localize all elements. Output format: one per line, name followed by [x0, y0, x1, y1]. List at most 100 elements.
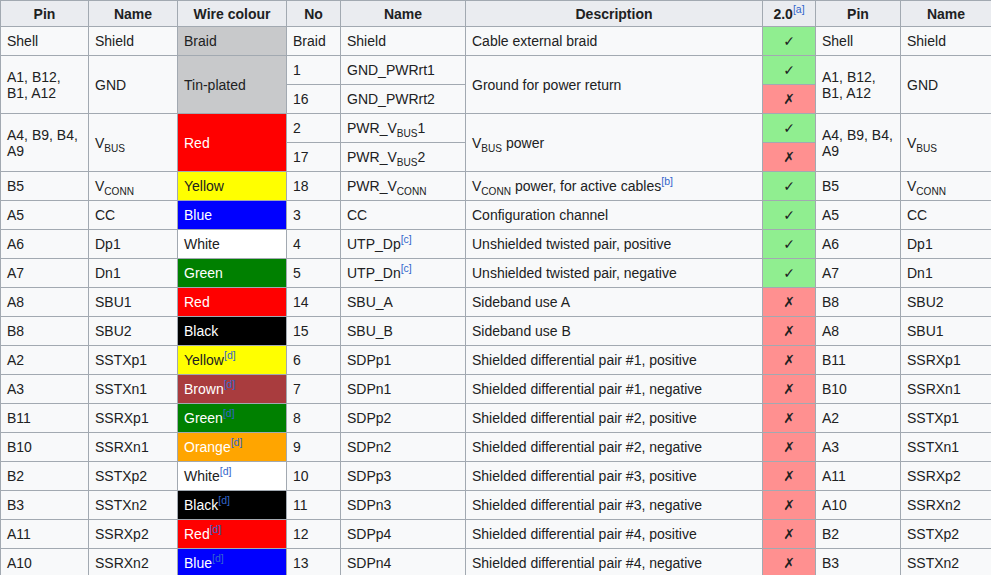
wire-no-cell: 4 [287, 230, 341, 259]
table-row-sbu2: B8 SBU2 Black 15 SBU_B Sideband use B ✗ … [1, 317, 991, 346]
cross-icon: ✗ [783, 294, 795, 310]
col-header-name: Name [89, 1, 178, 27]
check-icon: ✓ [783, 265, 795, 281]
wire-colour-label: Black [184, 323, 218, 339]
pin2-cell: A7 [816, 259, 901, 288]
wire-no-cell: 11 [287, 491, 341, 520]
signal-name-cell: PWR_VBUS1 [341, 114, 466, 143]
wire-colour-label: Black [184, 497, 218, 513]
wire-colour-label: Orange [184, 439, 231, 455]
pin-cell: B10 [1, 433, 89, 462]
description-cell: VCONN power, for active cables[b] [466, 172, 763, 201]
name3-cell: SBU2 [901, 288, 991, 317]
footnote-ref-a[interactable]: [a] [793, 3, 805, 15]
pin-cell: A2 [1, 346, 89, 375]
cross-icon: ✗ [783, 526, 795, 542]
usb20-cell: ✗ [763, 433, 816, 462]
usb20-cell: ✗ [763, 549, 816, 575]
footnote-ref-d[interactable]: [d] [224, 349, 236, 361]
pin2-cell: A5 [816, 201, 901, 230]
cross-icon: ✗ [783, 468, 795, 484]
wire-no-cell: 10 [287, 462, 341, 491]
signal-name-cell: SBU_A [341, 288, 466, 317]
wire-colour-cell: Tin-plated [178, 56, 287, 114]
pin2-cell: B2 [816, 520, 901, 549]
wire-no-cell: 9 [287, 433, 341, 462]
footnote-ref-d[interactable]: [d] [224, 378, 236, 390]
check-icon: ✓ [783, 236, 795, 252]
table-row-gnd-1: A1, B12, B1, A12 GND Tin-plated 1 GND_PW… [1, 56, 991, 85]
wire-no-cell: 6 [287, 346, 341, 375]
wire-no-cell: 16 [287, 85, 341, 114]
pin2-cell: A8 [816, 317, 901, 346]
signal-name-cell: SBU_B [341, 317, 466, 346]
signal-name-cell: SDPp4 [341, 520, 466, 549]
description-cell: Shielded differential pair #1, positive [466, 346, 763, 375]
name3-cell: SSTXn1 [901, 433, 991, 462]
name3-cell: Dn1 [901, 259, 991, 288]
col-header-pin2: Pin [816, 1, 901, 27]
footnote-ref-d[interactable]: [d] [212, 552, 224, 564]
footnote-ref-d[interactable]: [d] [218, 494, 230, 506]
wire-colour-label: Braid [184, 33, 217, 49]
col-header-wire-colour: Wire colour [178, 1, 287, 27]
footnote-ref-d[interactable]: [d] [223, 407, 235, 419]
wire-colour-label: Yellow [184, 352, 224, 368]
wire-colour-cell: Green [178, 259, 287, 288]
table-row-sstxp1: A2 SSTXp1 Yellow[d] 6 SDPp1 Shielded dif… [1, 346, 991, 375]
footnote-ref-d[interactable]: [d] [210, 523, 222, 535]
col-header-usb20: 2.0[a] [763, 1, 816, 27]
table-row-dn1: A7 Dn1 Green 5 UTP_Dn[c] Unshielded twis… [1, 259, 991, 288]
description-cell: Sideband use A [466, 288, 763, 317]
description-cell: Unshielded twisted pair, negative [466, 259, 763, 288]
wire-colour-label: Tin-plated [184, 77, 246, 93]
footnote-ref-b[interactable]: [b] [661, 175, 673, 187]
table-row-sstxp2: B2 SSTXp2 White[d] 10 SDPp3 Shielded dif… [1, 462, 991, 491]
cross-icon: ✗ [783, 91, 795, 107]
wire-no-cell: 7 [287, 375, 341, 404]
wire-no-cell: 12 [287, 520, 341, 549]
name-cell: SSTXn1 [89, 375, 178, 404]
check-icon: ✓ [783, 120, 795, 136]
name3-cell: SSTXp1 [901, 404, 991, 433]
usb20-cell: ✗ [763, 85, 816, 114]
description-cell: Unshielded twisted pair, positive [466, 230, 763, 259]
table-row-vconn: B5 VCONN Yellow 18 PWR_VCONN VCONN power… [1, 172, 991, 201]
cross-icon: ✗ [783, 555, 795, 571]
name3-cell: GND [901, 56, 991, 114]
description-cell: Shielded differential pair #4, negative [466, 549, 763, 575]
table-row-sstxn1: A3 SSTXn1 Brown[d] 7 SDPn1 Shielded diff… [1, 375, 991, 404]
footnote-ref-d[interactable]: [d] [231, 436, 243, 448]
usb20-cell: ✗ [763, 462, 816, 491]
footnote-ref-d[interactable]: [d] [220, 465, 232, 477]
cross-icon: ✗ [783, 381, 795, 397]
header-row: Pin Name Wire colour No Name Description… [1, 1, 991, 27]
name-cell: SSRXn1 [89, 433, 178, 462]
description-cell: Shielded differential pair #2, negative [466, 433, 763, 462]
wire-no-cell: 13 [287, 549, 341, 575]
pin-cell: A1, B12, B1, A12 [1, 56, 89, 114]
footnote-ref-c[interactable]: [c] [401, 233, 412, 245]
name3-cell: SSTXn2 [901, 549, 991, 575]
name3-cell: SSRXp2 [901, 462, 991, 491]
table-row-dp1: A6 Dp1 White 4 UTP_Dp[c] Unshielded twis… [1, 230, 991, 259]
signal-name-cell: SDPn3 [341, 491, 466, 520]
signal-name-cell: Shield [341, 27, 466, 56]
wire-colour-label: Green [184, 265, 223, 281]
signal-name-cell: PWR_VCONN [341, 172, 466, 201]
pin2-cell: B5 [816, 172, 901, 201]
signal-name-cell: GND_PWRrt1 [341, 56, 466, 85]
description-cell: Shielded differential pair #4, positive [466, 520, 763, 549]
description-cell: Sideband use B [466, 317, 763, 346]
usb20-header-label: 2.0 [773, 6, 792, 22]
pin2-cell: A11 [816, 462, 901, 491]
table-row-sbu1: A8 SBU1 Red 14 SBU_A Sideband use A ✗ B8… [1, 288, 991, 317]
pin-cell: B8 [1, 317, 89, 346]
usb20-cell: ✗ [763, 375, 816, 404]
signal-name-cell: SDPp1 [341, 346, 466, 375]
cross-icon: ✗ [783, 410, 795, 426]
usb20-cell: ✗ [763, 491, 816, 520]
name-cell: VBUS [89, 114, 178, 172]
footnote-ref-c[interactable]: [c] [401, 262, 412, 274]
name-cell: SBU1 [89, 288, 178, 317]
